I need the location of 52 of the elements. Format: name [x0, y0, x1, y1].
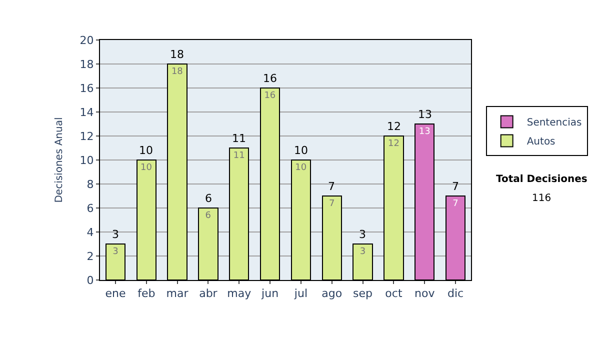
y-tick-label: 10: [80, 154, 94, 167]
data-label: 13: [418, 127, 430, 137]
text: 116: [532, 193, 552, 204]
data-label: 6: [205, 211, 212, 221]
total-label: 3: [359, 228, 366, 241]
total-label: 16: [263, 72, 277, 85]
x-tick-label: abr: [199, 287, 218, 300]
total-label: 11: [232, 132, 246, 145]
data-label: 7: [329, 199, 335, 209]
y-tick-label: 2: [86, 250, 94, 263]
y-tick-label: 12: [80, 130, 94, 143]
data-label: 16: [264, 91, 276, 101]
y-tick-label: 6: [86, 202, 94, 215]
x-tick-label: ene: [105, 287, 126, 300]
y-axis-title: Decisiones Anual: [54, 117, 65, 203]
y-tick-label: 14: [80, 106, 94, 119]
x-tick-label: nov: [414, 287, 436, 300]
y-tick-label: 16: [80, 82, 94, 95]
data-label: 10: [295, 163, 307, 173]
x-tick-label: mar: [166, 287, 189, 300]
x-tick-label: jun: [260, 287, 279, 300]
data-label: 10: [140, 163, 152, 173]
total-label: 13: [418, 108, 432, 121]
data-label: 11: [233, 151, 245, 161]
legend-label: Sentencias: [526, 118, 582, 129]
x-tick-label: sep: [353, 287, 373, 300]
total-label: 18: [170, 48, 184, 61]
total-label: 10: [294, 144, 308, 157]
data-label: 3: [112, 247, 118, 257]
y-tick-label: 4: [86, 226, 94, 239]
x-tick-label: may: [227, 287, 252, 300]
y-tick-label: 0: [86, 274, 94, 287]
total-label: 12: [387, 120, 401, 133]
total-label: 6: [205, 192, 212, 205]
y-tick-label: 18: [80, 58, 94, 71]
total-label: 7: [452, 180, 459, 193]
total-label: 10: [139, 144, 153, 157]
text: Total Decisiones: [496, 174, 588, 185]
x-tick-label: dic: [447, 287, 464, 300]
data-label: 18: [171, 67, 184, 77]
y-tick-label: 8: [86, 178, 94, 191]
data-label: 3: [360, 247, 366, 257]
total-label: 3: [112, 228, 119, 241]
x-tick-label: oct: [385, 287, 403, 300]
data-label: 12: [388, 139, 400, 149]
x-tick-label: jul: [293, 287, 308, 300]
total-label: 7: [328, 180, 335, 193]
x-tick-label: feb: [138, 287, 156, 300]
legend-label: Autos: [526, 136, 556, 148]
x-tick-label: ago: [322, 287, 342, 300]
y-tick-label: 20: [80, 34, 94, 47]
data-label: 7: [452, 199, 458, 209]
